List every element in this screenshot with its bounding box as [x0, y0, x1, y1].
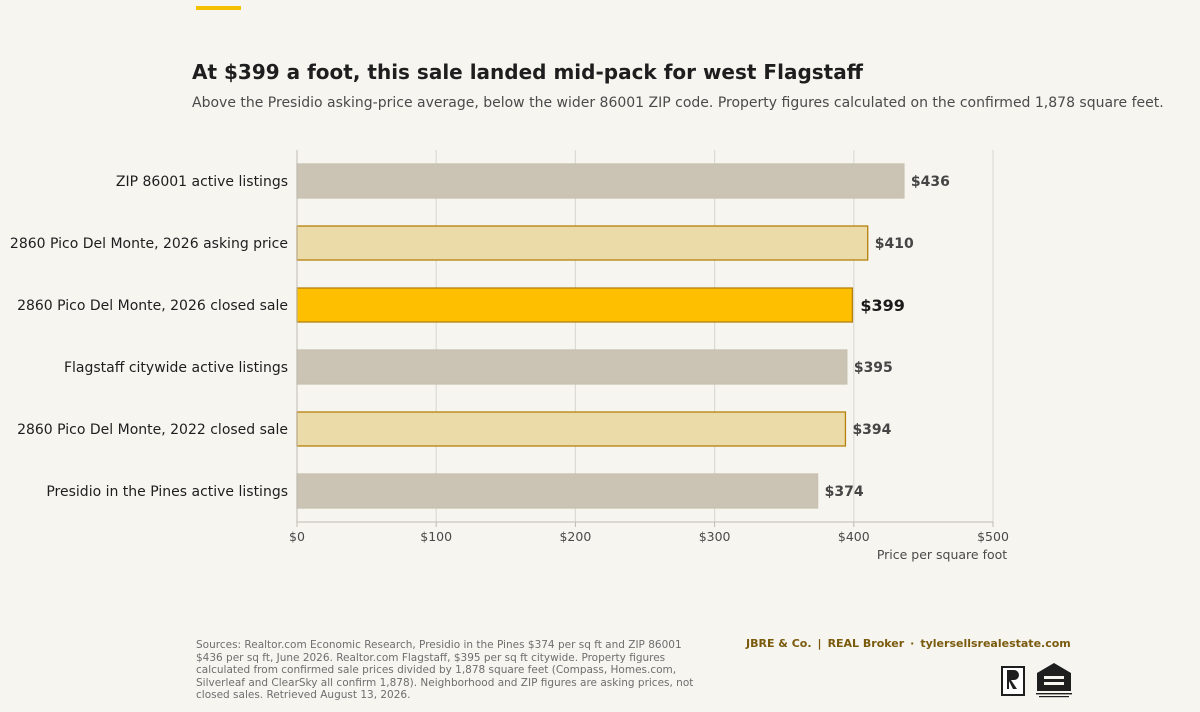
x-tick-label: $300: [699, 529, 731, 544]
brand-company: JBRE & Co.: [746, 637, 812, 650]
chart-subtitle: Above the Presidio asking-price average,…: [192, 95, 1164, 111]
x-tick-label: $400: [838, 529, 870, 544]
bar: [296, 287, 854, 323]
category-label: 2860 Pico Del Monte, 2026 asking price: [10, 236, 288, 252]
x-tick-label: $0: [289, 529, 305, 544]
brand-line: JBRE & Co. | REAL Broker · tylersellsrealest…: [746, 637, 1071, 650]
data-label: $399: [860, 296, 905, 315]
realtor-logo-icon: [1001, 666, 1025, 696]
data-label: $436: [911, 174, 950, 190]
category-label: Presidio in the Pines active listings: [46, 484, 288, 500]
brand-separator-dot: ·: [910, 637, 915, 650]
brand-website-link[interactable]: tylersellsrealestate.com: [920, 637, 1071, 650]
x-axis-title: Price per square foot: [877, 547, 1007, 562]
bar: [296, 473, 819, 509]
bar: [296, 411, 847, 447]
category-label: ZIP 86001 active listings: [116, 174, 288, 190]
data-label: $395: [854, 360, 893, 376]
brand-separator: |: [817, 637, 822, 650]
x-tick-label: $200: [559, 529, 591, 544]
bar: [296, 349, 848, 385]
x-tick-label: $500: [977, 529, 1009, 544]
category-label: 2860 Pico Del Monte, 2026 closed sale: [17, 298, 288, 314]
data-label: $394: [852, 422, 891, 438]
brand-broker: REAL Broker: [827, 637, 905, 650]
bar: [296, 225, 869, 261]
bar: [296, 163, 905, 199]
chart-title: At $399 a foot, this sale landed mid-pac…: [192, 60, 863, 84]
x-tick-label: $100: [420, 529, 452, 544]
category-label: 2860 Pico Del Monte, 2022 closed sale: [17, 422, 288, 438]
category-label: Flagstaff citywide active listings: [64, 360, 288, 376]
data-label: $410: [875, 236, 914, 252]
data-label: $374: [825, 484, 864, 500]
sources-note: Sources: Realtor.com Economic Research, …: [196, 639, 694, 702]
equal-housing-opportunity-icon: [1036, 663, 1072, 698]
bar-chart: ZIP 86001 active listings $436 2860 Pico D…: [10, 150, 1009, 562]
accent-bar: [196, 6, 241, 10]
